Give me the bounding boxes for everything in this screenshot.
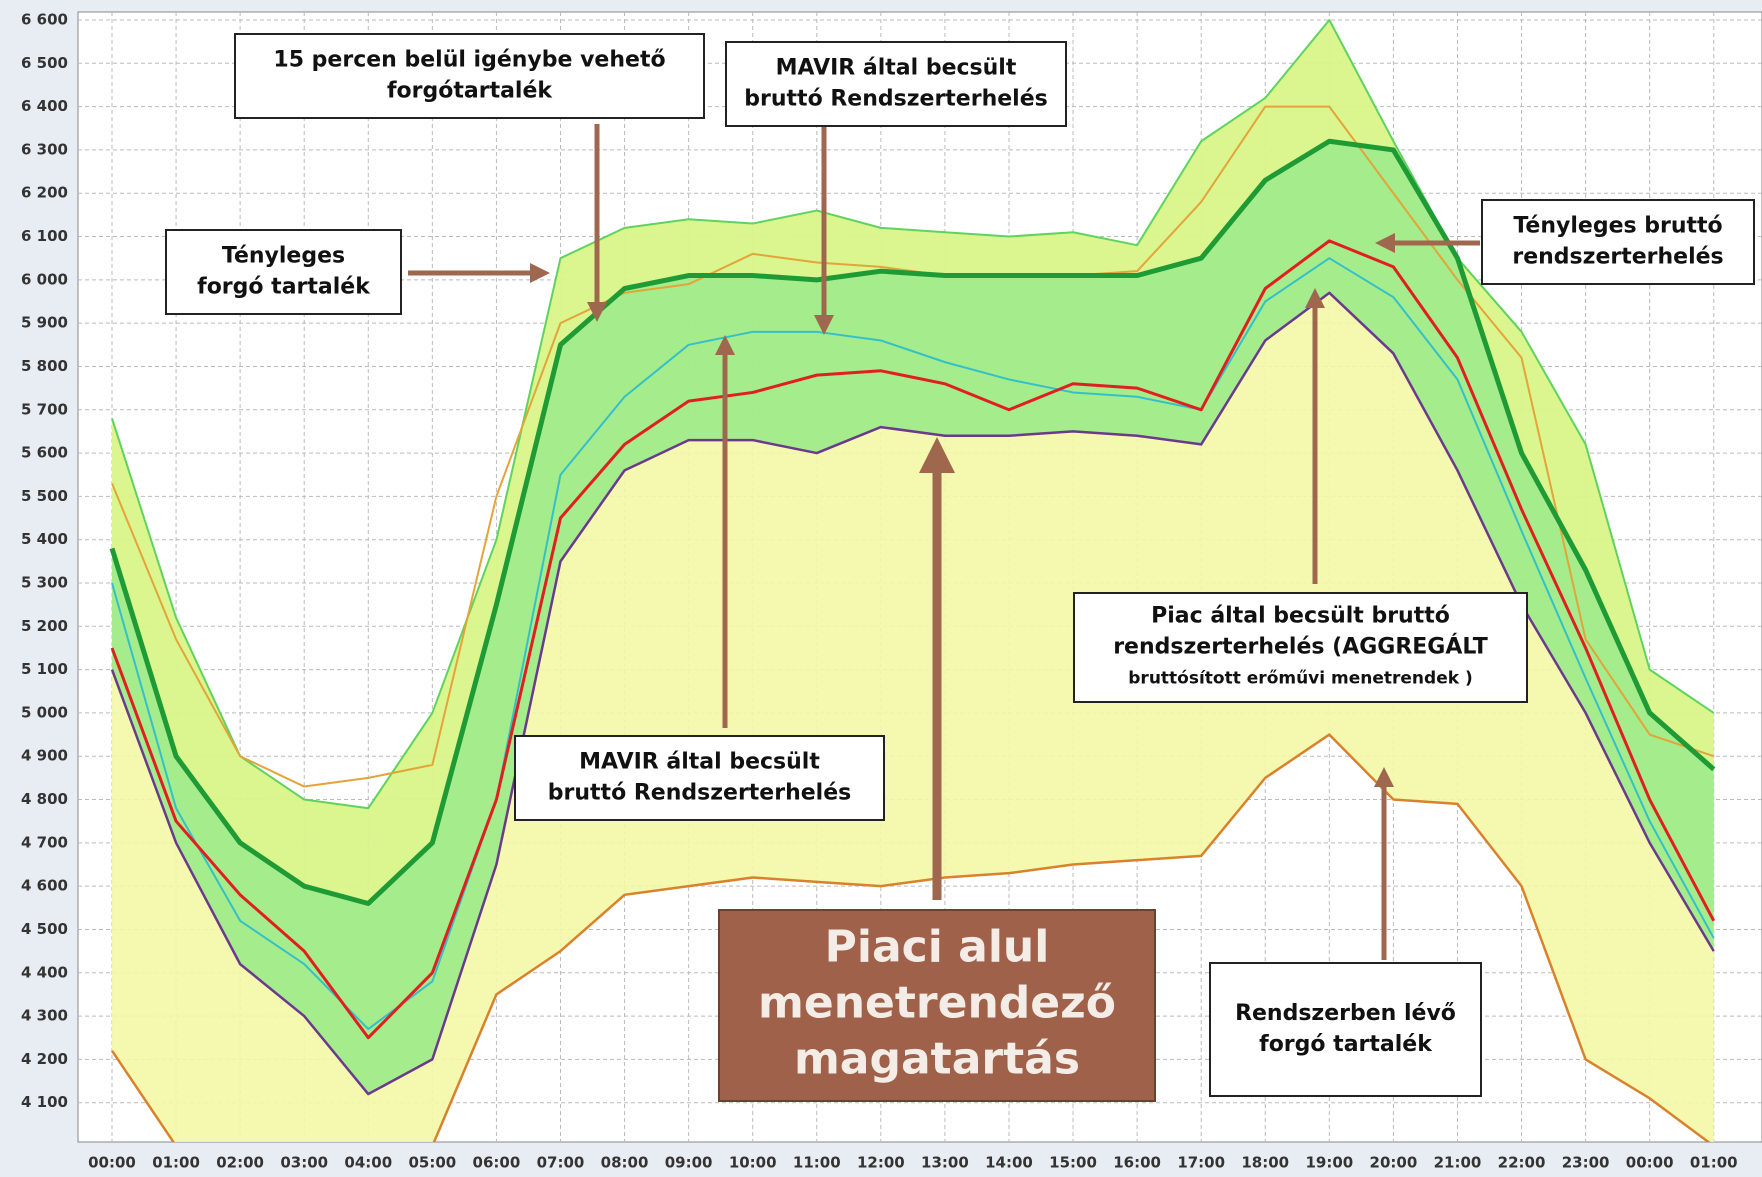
y-tick-label: 4 800 — [21, 790, 68, 808]
y-tick-label: 4 400 — [21, 963, 68, 981]
x-tick-label: 02:00 — [216, 1154, 264, 1172]
annotation-text: rendszerterhelés — [1512, 245, 1723, 270]
annotation-text: rendszerterhelés (AGGREGÁLT — [1113, 634, 1488, 660]
y-tick-label: 5 400 — [21, 530, 68, 548]
y-tick-label: 6 300 — [21, 140, 68, 158]
x-tick-label: 06:00 — [473, 1154, 521, 1172]
series-line — [109, 138, 1716, 906]
annotation-box — [1481, 199, 1755, 285]
series-line — [110, 733, 1711, 1142]
y-tick-label: 6 100 — [21, 227, 68, 245]
x-tick-label: 15:00 — [1049, 1154, 1097, 1172]
x-tick-label: 00:00 — [88, 1154, 136, 1172]
series-line — [110, 291, 1715, 1096]
annotation-text: Tényleges bruttó — [1513, 214, 1722, 239]
y-tick-label: 6 200 — [21, 184, 68, 202]
x-tick-label: 00:00 — [1626, 1154, 1674, 1172]
y-tick-label: 5 200 — [21, 617, 68, 635]
x-tick-label: 11:00 — [793, 1154, 841, 1172]
y-tick-label: 4 500 — [21, 920, 68, 938]
annotation-text: forgó tartalék — [1259, 1032, 1433, 1057]
x-tick-label: 05:00 — [408, 1154, 456, 1172]
y-tick-label: 4 900 — [21, 747, 68, 765]
y-tick-label: 5 500 — [21, 487, 68, 505]
series-line — [111, 257, 1715, 1031]
y-tick-label: 4 100 — [21, 1093, 68, 1111]
y-tick-label: 5 800 — [21, 357, 68, 375]
x-tick-label: 17:00 — [1177, 1154, 1225, 1172]
x-tick-label: 04:00 — [344, 1154, 392, 1172]
x-tick-label: 19:00 — [1305, 1154, 1353, 1172]
annotation-box — [1073, 592, 1528, 703]
y-tick-label: 5 600 — [21, 444, 68, 462]
band-fill — [112, 141, 1714, 1095]
annotation-text: bruttósított erőművi menetrendek ) — [1128, 669, 1472, 689]
y-tick-label: 5 300 — [21, 574, 68, 592]
y-tick-label: 4 200 — [21, 1050, 68, 1068]
y-tick-label: 5 700 — [21, 400, 68, 418]
x-tick-label: 03:00 — [280, 1154, 328, 1172]
x-tick-label: 20:00 — [1370, 1154, 1418, 1172]
x-tick-label: 16:00 — [1113, 1154, 1161, 1172]
x-tick-label: 23:00 — [1562, 1154, 1610, 1172]
y-tick-label: 4 300 — [21, 1007, 68, 1025]
annotation-box — [725, 41, 1067, 127]
annotation-box — [718, 909, 1156, 1102]
annotation-text: bruttó Rendszerterhelés — [548, 781, 851, 806]
x-tick-label: 01:00 — [1690, 1154, 1738, 1172]
annotation-text: Piac által becsült bruttó — [1151, 604, 1450, 629]
x-tick-label: 08:00 — [601, 1154, 649, 1172]
annotation-text: forgó tartalék — [197, 275, 371, 300]
y-tick-label: 6 400 — [21, 97, 68, 115]
annotation-text: Piaci alul — [825, 922, 1050, 973]
annotation-box — [1209, 962, 1482, 1097]
x-tick-label: 09:00 — [665, 1154, 713, 1172]
annotation-box — [234, 33, 705, 119]
x-tick-label: 01:00 — [152, 1154, 200, 1172]
x-tick-label: 12:00 — [857, 1154, 905, 1172]
y-tick-label: 6 600 — [21, 11, 68, 29]
y-tick-label: 6 500 — [21, 54, 68, 72]
annotation-text: menetrendező — [758, 978, 1116, 1029]
x-tick-label: 21:00 — [1434, 1154, 1482, 1172]
x-tick-label: 13:00 — [921, 1154, 969, 1172]
x-tick-label: 14:00 — [985, 1154, 1033, 1172]
y-tick-label: 4 700 — [21, 833, 68, 851]
x-tick-label: 18:00 — [1241, 1154, 1289, 1172]
y-tick-label: 5 900 — [21, 314, 68, 332]
x-tick-label: 10:00 — [729, 1154, 777, 1172]
annotation-text: magatartás — [794, 1034, 1080, 1085]
annotation-text: MAVIR által becsült — [776, 56, 1017, 81]
annotation-box — [165, 229, 402, 315]
x-tick-label: 07:00 — [537, 1154, 585, 1172]
y-tick-label: 4 600 — [21, 877, 68, 895]
series-line — [110, 239, 1716, 1040]
annotation-box — [514, 735, 885, 821]
annotation-text: Rendszerben lévő — [1235, 1001, 1456, 1026]
annotation-text: MAVIR által becsült — [579, 750, 820, 775]
x-tick-label: 22:00 — [1498, 1154, 1546, 1172]
annotation-text: 15 percen belül igénybe vehető — [273, 48, 665, 73]
y-tick-label: 5 100 — [21, 660, 68, 678]
annotation-text: Tényleges — [222, 244, 345, 269]
annotation-text: forgótartalék — [387, 79, 553, 104]
annotation-text: bruttó Rendszerterhelés — [744, 87, 1047, 112]
y-tick-label: 5 000 — [21, 703, 68, 721]
y-tick-label: 6 000 — [21, 270, 68, 288]
